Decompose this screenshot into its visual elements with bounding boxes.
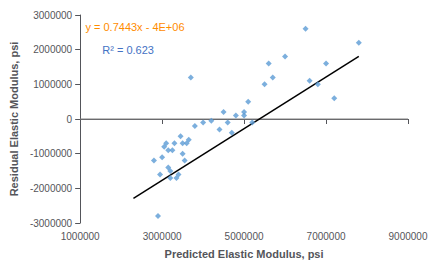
svg-text:7000000: 7000000: [307, 231, 346, 242]
svg-text:-1000000: -1000000: [30, 148, 73, 159]
svg-text:Predicted Elastic Modulus, psi: Predicted Elastic Modulus, psi: [165, 248, 324, 260]
svg-text:-3000000: -3000000: [30, 218, 73, 229]
svg-text:2000000: 2000000: [33, 44, 72, 55]
svg-text:-2000000: -2000000: [30, 183, 73, 194]
svg-text:0: 0: [67, 114, 73, 125]
svg-text:1000000: 1000000: [33, 79, 72, 90]
svg-text:3000000: 3000000: [143, 231, 182, 242]
svg-text:R² = 0.623: R² = 0.623: [102, 44, 154, 56]
svg-text:9000000: 9000000: [389, 231, 428, 242]
svg-text:Residual Elastic Modulus, psi: Residual Elastic Modulus, psi: [8, 42, 20, 197]
svg-text:5000000: 5000000: [225, 231, 264, 242]
svg-text:1000000: 1000000: [61, 231, 100, 242]
svg-text:y = 0.7443x - 4E+06: y = 0.7443x - 4E+06: [85, 21, 184, 33]
svg-text:3000000: 3000000: [33, 10, 72, 21]
